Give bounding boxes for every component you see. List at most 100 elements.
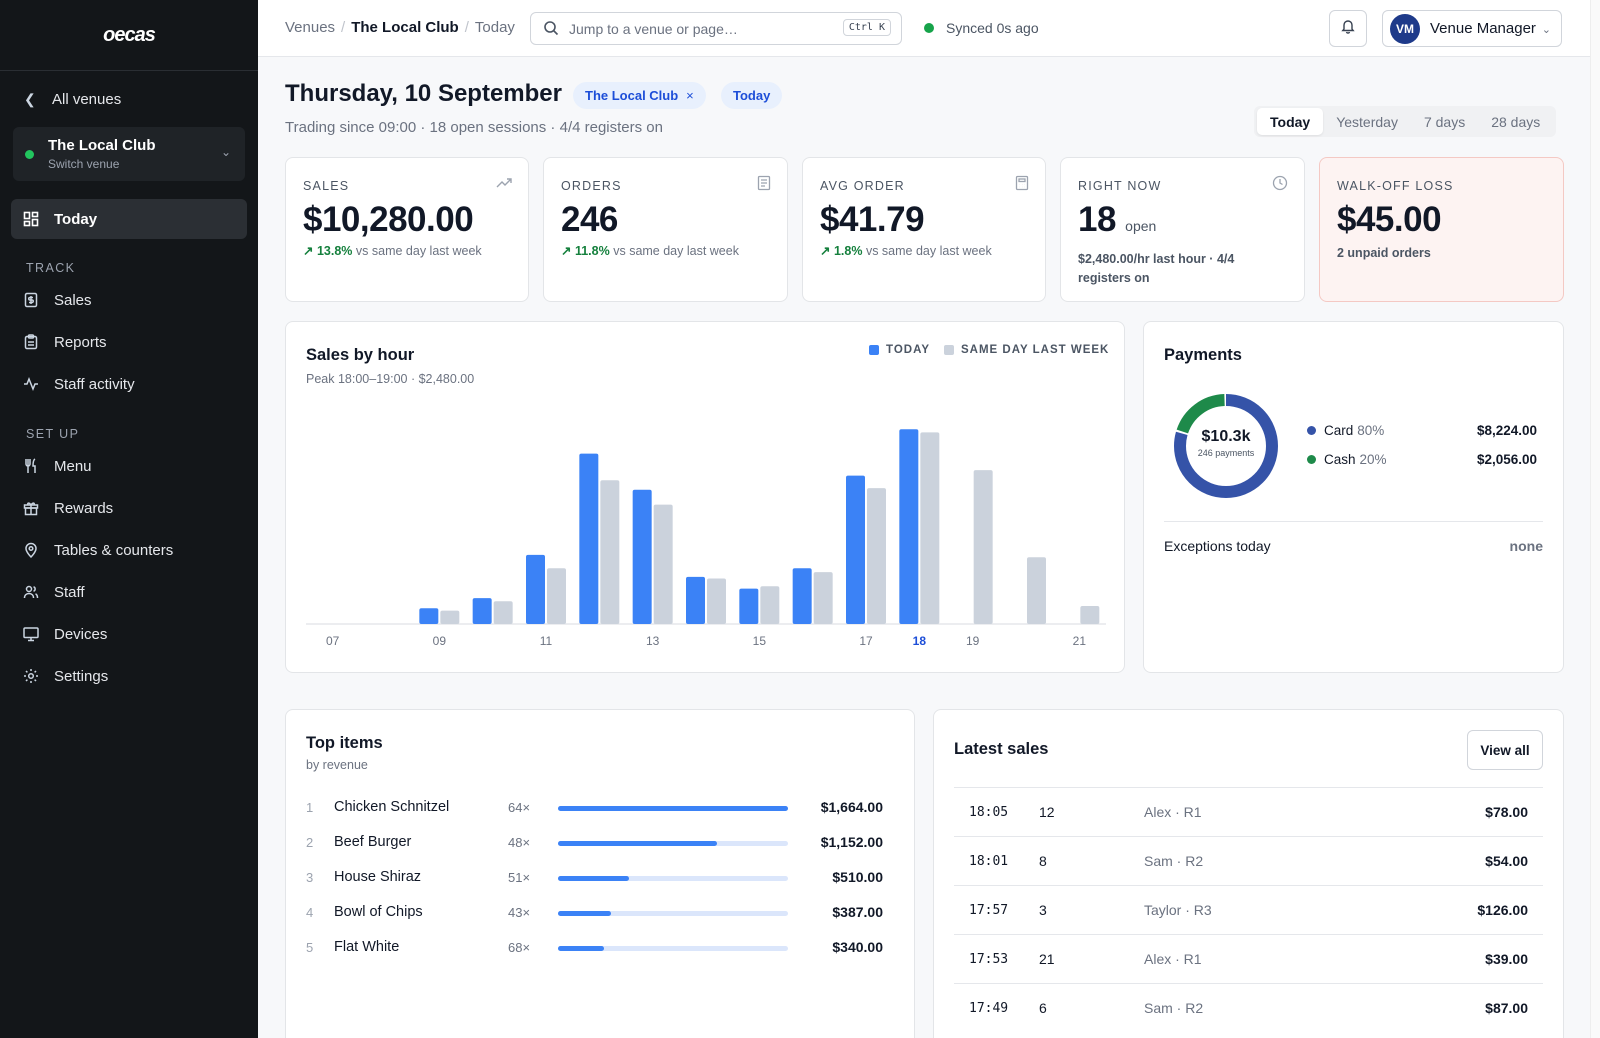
- kpi-label: ORDERS: [561, 179, 622, 193]
- all-venues-link[interactable]: ❮ All venues: [0, 71, 258, 127]
- scrollbar[interactable]: [1590, 0, 1600, 1038]
- payments-title: Payments: [1164, 346, 1242, 364]
- sidebar-item-today[interactable]: Today: [11, 199, 247, 239]
- bar-today-14[interactable]: [686, 576, 705, 624]
- item-rank: 4: [306, 905, 314, 920]
- bar-today-09[interactable]: [419, 608, 439, 624]
- donut-slice-card[interactable]: [1174, 394, 1278, 498]
- notifications-button[interactable]: [1329, 10, 1367, 47]
- table-row[interactable]: 17:53 21 Alex · R1 $39.00: [954, 934, 1543, 983]
- tab-today[interactable]: Today: [1257, 108, 1324, 135]
- item-revenue-bar-fill: [558, 806, 788, 811]
- kpi-label: AVG ORDER: [820, 179, 905, 193]
- kpi-right-now-card[interactable]: RIGHT NOW 18 open $2,480.00/hr last hour…: [1060, 157, 1305, 302]
- bar-last-week-12[interactable]: [600, 480, 620, 624]
- sidebar-item-rewards[interactable]: Rewards: [11, 487, 247, 529]
- bar-today-17[interactable]: [846, 475, 865, 624]
- tab-yesterday[interactable]: Yesterday: [1336, 113, 1398, 130]
- sale-items: 8: [1039, 853, 1047, 869]
- item-revenue-bar: [558, 911, 788, 916]
- kpi-avg-order-card[interactable]: AVG ORDER $41.79 ↗ 1.8% vs same day last…: [802, 157, 1046, 302]
- bar-last-week-16[interactable]: [813, 572, 833, 624]
- sidebar-item-devices[interactable]: Devices: [11, 613, 247, 655]
- sidebar-item-menu[interactable]: Menu: [11, 445, 247, 487]
- logo[interactable]: oecas: [0, 0, 258, 71]
- list-item[interactable]: 4 Bowl of Chips 43× $387.00: [306, 903, 883, 925]
- bar-last-week-19[interactable]: [973, 470, 993, 624]
- item-revenue-bar-fill: [558, 876, 630, 881]
- tab-28-days[interactable]: 28 days: [1491, 113, 1541, 130]
- top-items-subtitle: by revenue: [306, 758, 368, 772]
- avatar: VM: [1390, 13, 1420, 44]
- close-icon[interactable]: ×: [686, 88, 694, 103]
- bar-today-15[interactable]: [739, 588, 759, 624]
- kpi-value: 18 open: [1078, 200, 1156, 240]
- list-item[interactable]: 3 House Shiraz 51× $510.00: [306, 868, 883, 890]
- table-row[interactable]: 17:49 6 Sam · R2 $87.00: [954, 983, 1543, 1032]
- item-amount: $510.00: [832, 869, 883, 885]
- bar-today-16[interactable]: [792, 568, 812, 624]
- table-row[interactable]: 18:05 12 Alex · R1 $78.00: [954, 787, 1543, 836]
- sidebar-item-settings[interactable]: Settings: [11, 655, 247, 697]
- sidebar-item-tables[interactable]: Tables & counters: [11, 529, 247, 571]
- table-row[interactable]: 17:57 3 Taylor · R3 $126.00: [954, 885, 1543, 934]
- bar-today-13[interactable]: [632, 489, 652, 624]
- sidebar-item-staff[interactable]: Staff: [11, 571, 247, 613]
- venue-filter-chip[interactable]: The Local Club ×: [573, 82, 706, 109]
- bar-last-week-14[interactable]: [707, 578, 726, 624]
- sidebar-item-sales[interactable]: Sales: [11, 279, 247, 321]
- sidebar-item-staff-activity[interactable]: Staff activity: [11, 363, 247, 405]
- list-item[interactable]: 5 Flat White 68× $340.00: [306, 938, 883, 960]
- receipt-dollar-icon: [22, 291, 40, 309]
- bar-last-week-18[interactable]: [920, 432, 940, 624]
- bar-last-week-11[interactable]: [547, 568, 566, 624]
- sidebar-item-label: Menu: [54, 457, 92, 475]
- kpi-sales-card[interactable]: SALES $10,280.00 ↗ 13.8% vs same day las…: [285, 157, 529, 302]
- breadcrumb-venue[interactable]: The Local Club: [351, 19, 459, 36]
- venue-switcher[interactable]: The Local Club Switch venue ⌄: [13, 127, 245, 181]
- item-revenue-bar: [558, 806, 788, 811]
- sidebar-item-label: Devices: [54, 625, 108, 643]
- bar-last-week-20[interactable]: [1027, 557, 1046, 624]
- bar-last-week-13[interactable]: [653, 504, 673, 624]
- kpi-orders-card[interactable]: ORDERS 246 ↗ 11.8% vs same day last week: [543, 157, 788, 302]
- bar-last-week-10[interactable]: [493, 601, 513, 624]
- item-rank: 3: [306, 870, 314, 885]
- sales-by-hour-chart: 07 09 11 13 15 17 18 19 21: [306, 429, 1106, 648]
- table-row[interactable]: 18:01 8 Sam · R2 $54.00: [954, 836, 1543, 885]
- bar-last-week-17[interactable]: [867, 488, 886, 624]
- kpi-delta: ↗ 13.8% vs same day last week: [303, 243, 482, 258]
- search-input[interactable]: Jump to a venue or page… Ctrl K: [530, 12, 902, 45]
- divider: [1164, 521, 1543, 522]
- sidebar-item-reports[interactable]: Reports: [11, 321, 247, 363]
- list-item[interactable]: 2 Beef Burger 48× $1,152.00: [306, 833, 883, 855]
- kpi-value: $45.00: [1337, 200, 1442, 239]
- tab-7-days[interactable]: 7 days: [1423, 113, 1466, 130]
- kpi-walk-off-card[interactable]: WALK-OFF LOSS $45.00 2 unpaid orders: [1319, 157, 1564, 302]
- sale-amount: $126.00: [1477, 902, 1528, 918]
- bar-last-week-15[interactable]: [760, 586, 780, 624]
- view-all-button[interactable]: View all: [1467, 730, 1543, 770]
- kpi-delta-text: vs same day last week: [355, 244, 482, 258]
- bar-today-18[interactable]: [899, 429, 919, 624]
- item-qty: 48×: [508, 835, 531, 850]
- user-menu[interactable]: VM Venue Manager ⌄: [1382, 10, 1562, 47]
- breadcrumb-venues[interactable]: Venues: [285, 19, 336, 36]
- bar-last-week-09[interactable]: [440, 610, 460, 624]
- venue-name: The Local Club: [48, 137, 156, 154]
- payment-method-amount: $2,056.00: [1476, 452, 1537, 467]
- sale-staff-register: Sam · R2: [1144, 1000, 1204, 1016]
- bar-today-11[interactable]: [526, 554, 545, 624]
- payment-method-card: Card 80% $8,224.00: [1307, 423, 1537, 438]
- legend-swatch: [869, 345, 879, 355]
- dashboard-icon: [22, 210, 40, 228]
- arrow-up-right-icon: ↗: [820, 244, 831, 258]
- x-tick-label: 11: [540, 634, 553, 648]
- range-filter-chip[interactable]: Today: [721, 82, 783, 109]
- legend-swatch: [1307, 455, 1316, 464]
- list-item[interactable]: 1 Chicken Schnitzel 64× $1,664.00: [306, 798, 883, 820]
- bar-last-week-21[interactable]: [1080, 605, 1100, 624]
- bar-today-10[interactable]: [472, 598, 492, 624]
- item-rank: 1: [306, 800, 314, 815]
- bar-today-12[interactable]: [579, 453, 599, 624]
